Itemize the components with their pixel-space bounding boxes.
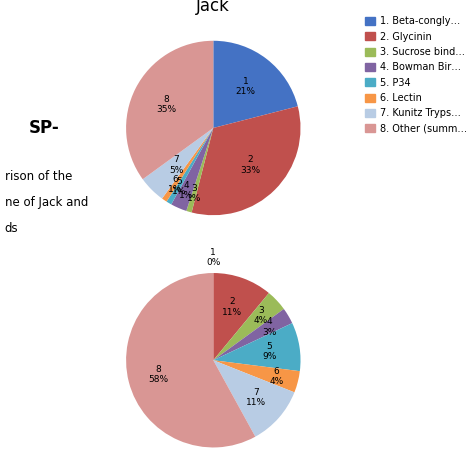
Text: 1
0%: 1 0% [206, 247, 220, 267]
Text: ds: ds [5, 222, 18, 235]
Text: 1
21%: 1 21% [236, 77, 255, 96]
Text: 8
58%: 8 58% [148, 365, 168, 384]
Wedge shape [166, 128, 213, 204]
Text: 3
4%: 3 4% [254, 306, 268, 325]
Wedge shape [126, 273, 255, 447]
Wedge shape [213, 41, 298, 128]
Text: 7
11%: 7 11% [246, 388, 266, 408]
Text: SP-: SP- [28, 118, 59, 137]
Wedge shape [162, 128, 213, 201]
Text: ne of Jack and: ne of Jack and [5, 196, 88, 209]
Wedge shape [213, 323, 301, 371]
Title: Jack: Jack [196, 0, 230, 15]
Text: 5
9%: 5 9% [262, 342, 276, 361]
Wedge shape [213, 293, 284, 360]
Text: 2
33%: 2 33% [240, 155, 260, 175]
Text: rison of the: rison of the [5, 170, 72, 183]
Wedge shape [186, 128, 213, 212]
Text: 6
4%: 6 4% [270, 367, 284, 386]
Text: 2
11%: 2 11% [222, 297, 243, 317]
Wedge shape [213, 360, 300, 392]
Text: 8
35%: 8 35% [156, 94, 177, 114]
Wedge shape [213, 273, 269, 360]
Wedge shape [171, 128, 213, 211]
Text: 7
5%: 7 5% [169, 155, 183, 175]
Legend: 1. Beta-congly…, 2. Glycinin, 3. Sucrose bind…, 4. Bowman Bir…, 5. P34, 6. Lecti: 1. Beta-congly…, 2. Glycinin, 3. Sucrose… [364, 14, 469, 136]
Text: 6
1%: 6 1% [168, 174, 182, 194]
Text: 4
1%: 4 1% [179, 181, 193, 200]
Text: 5
1%: 5 1% [172, 177, 186, 196]
Wedge shape [213, 309, 292, 360]
Text: 3
1%: 3 1% [187, 183, 201, 203]
Wedge shape [213, 360, 294, 437]
Wedge shape [191, 106, 301, 215]
Wedge shape [143, 128, 213, 199]
Text: 4
3%: 4 3% [263, 317, 277, 337]
Wedge shape [126, 41, 213, 179]
